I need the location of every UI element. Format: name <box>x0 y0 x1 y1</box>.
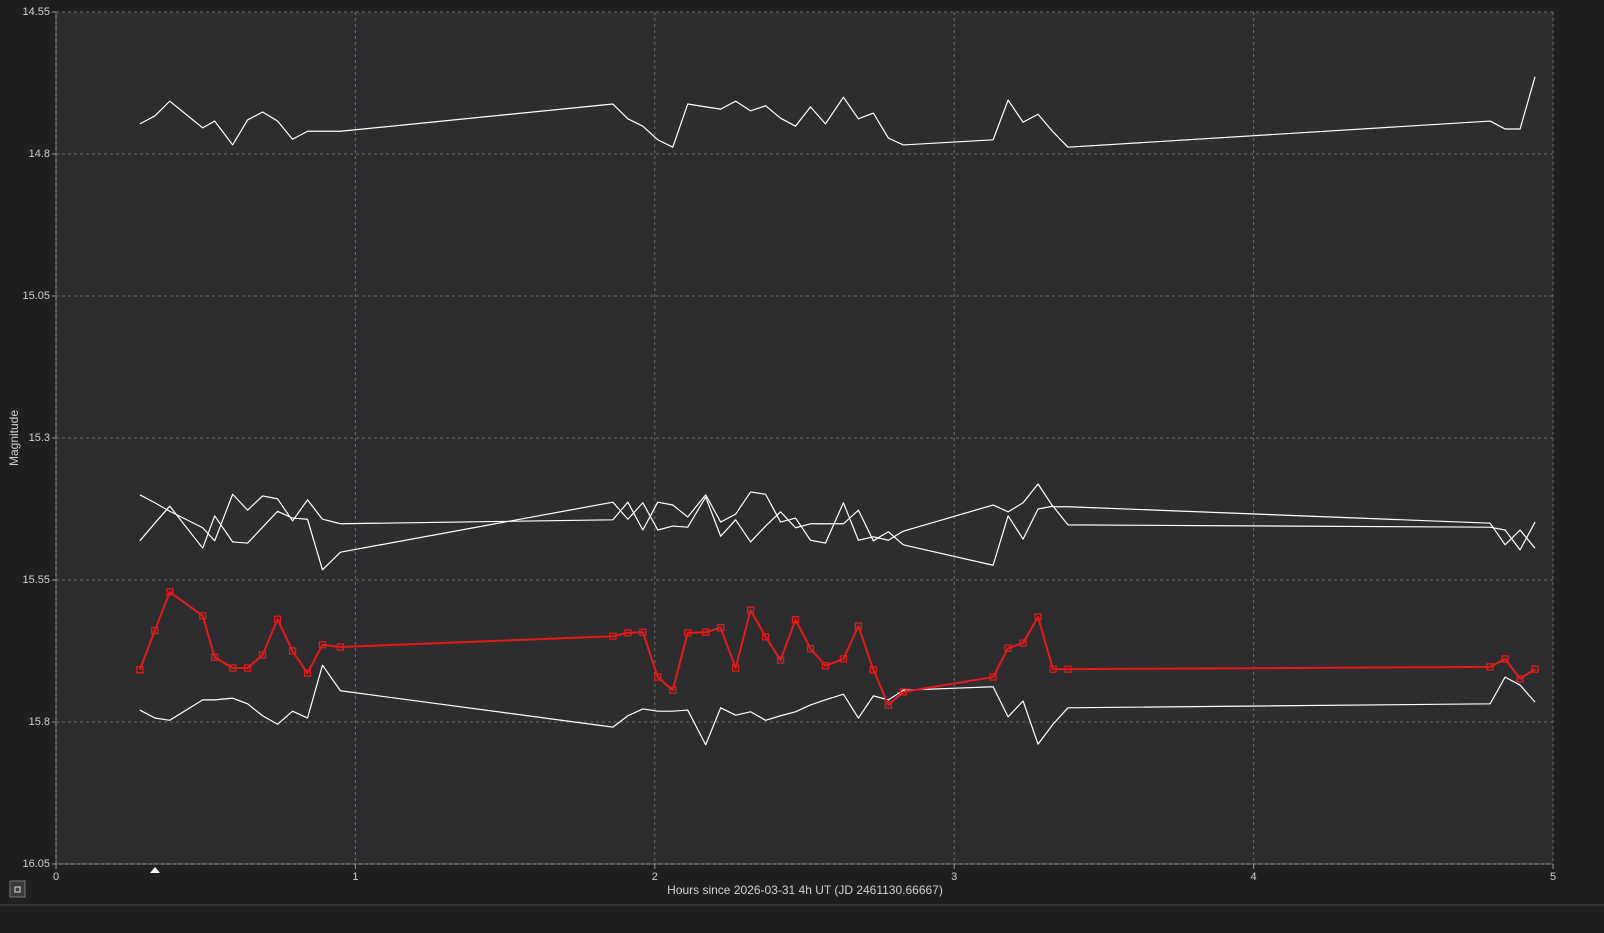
series-line <box>139 483 1536 549</box>
data-point <box>318 641 327 649</box>
data-point <box>746 606 755 614</box>
data-point <box>654 673 662 681</box>
y-tick-label: 14.55 <box>22 6 50 18</box>
data-point <box>1034 613 1042 621</box>
series-line <box>138 590 1536 706</box>
toolbar-button[interactable] <box>9 880 26 898</box>
data-point <box>989 673 997 681</box>
y-tick-label: 15.55 <box>22 574 50 586</box>
x-tick-label: 0 <box>53 871 59 883</box>
x-tick-label: 4 <box>1251 871 1257 883</box>
time-marker <box>150 867 160 873</box>
data-point <box>1004 644 1012 652</box>
series-line <box>139 496 1536 571</box>
x-axis-label: Hours since 2026-03-31 4h UT (JD 2461130… <box>667 883 943 897</box>
data-point <box>731 664 740 672</box>
data-point <box>717 624 725 632</box>
data-point <box>1019 639 1027 647</box>
data-point <box>243 664 252 672</box>
series-line <box>139 76 1536 148</box>
data-point <box>166 588 174 596</box>
data-point <box>151 626 159 635</box>
y-tick-label: 15.8 <box>29 716 50 728</box>
data-point <box>1486 663 1494 671</box>
button-icon <box>14 886 21 893</box>
data-point <box>273 615 282 623</box>
data-point <box>791 616 800 624</box>
series-line <box>139 664 1536 746</box>
data-point <box>1064 665 1072 673</box>
plot-area <box>56 12 1553 864</box>
data-point <box>702 628 710 636</box>
data-point <box>609 632 617 640</box>
x-tick-label: 3 <box>951 871 957 883</box>
data-point <box>1516 675 1524 683</box>
data-point <box>1049 665 1057 673</box>
data-point <box>136 666 144 674</box>
y-tick-label: 16.05 <box>22 858 50 870</box>
data-point <box>288 647 297 655</box>
data-point <box>899 688 907 696</box>
data-point <box>821 662 830 670</box>
data-point <box>669 686 677 694</box>
data-point <box>684 629 692 637</box>
y-tick-label: 15.3 <box>29 432 50 444</box>
data-point <box>228 664 237 672</box>
data-point <box>1531 665 1539 673</box>
data-point <box>839 655 848 663</box>
data-point <box>258 651 267 659</box>
data-point <box>806 645 815 653</box>
plot-layer: 14.55 14.8 15.05 15.3 15.55 15.8 16.050 1 2 3 4 5 <box>22 6 1556 883</box>
data-point <box>869 666 878 674</box>
x-tick-label: 2 <box>652 871 658 883</box>
data-point <box>211 653 219 661</box>
x-tick-label: 1 <box>352 871 358 883</box>
data-point <box>884 701 892 709</box>
y-axis-label: Magnitude <box>7 410 21 466</box>
data-point <box>199 612 207 620</box>
data-point <box>1501 655 1509 663</box>
x-tick-label: 5 <box>1550 871 1556 883</box>
data-point <box>303 669 312 677</box>
data-point <box>639 628 647 636</box>
y-tick-label: 14.8 <box>29 148 50 160</box>
data-point <box>624 629 632 637</box>
data-point <box>854 622 863 630</box>
data-point <box>761 633 770 641</box>
y-tick-label: 15.05 <box>22 290 50 302</box>
data-point <box>336 643 345 651</box>
data-point <box>776 656 785 664</box>
